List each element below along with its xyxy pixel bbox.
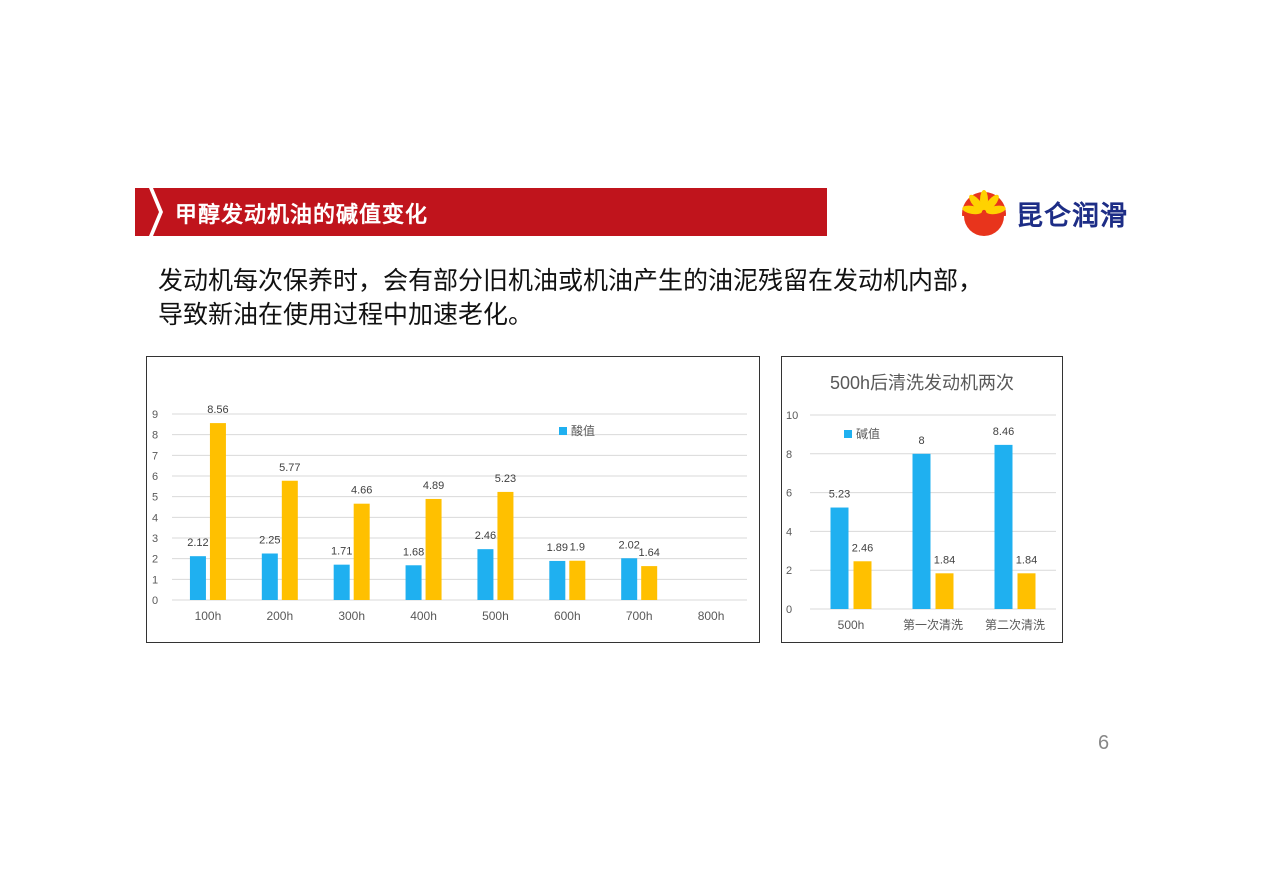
banner-chevron-icon [135, 188, 163, 236]
x-tick-label: 200h [266, 609, 293, 623]
data-label: 4.66 [351, 485, 372, 497]
title-banner: 甲醇发动机油的碱值变化 [135, 188, 827, 236]
bar-blue [405, 565, 422, 600]
data-label: 2.02 [618, 539, 639, 551]
bar-yellow [853, 561, 872, 609]
bar-yellow [425, 498, 442, 600]
x-tick-label: 400h [410, 609, 437, 623]
y-tick-label: 3 [152, 533, 158, 545]
description: 发动机每次保养时，会有部分旧机油或机油产生的油泥残留在发动机内部， 导致新油在使… [158, 264, 1118, 332]
data-label: 1.89 [547, 542, 568, 554]
bar-blue [477, 549, 494, 600]
y-tick-label: 9 [152, 409, 158, 421]
petrochina-emblem-icon [960, 190, 1008, 238]
legend-label: 碱值 [856, 426, 880, 441]
y-tick-label: 7 [152, 450, 158, 462]
page-number: 6 [1098, 732, 1110, 754]
bar-yellow [641, 566, 658, 600]
data-label: 1.84 [934, 554, 955, 566]
x-tick-label: 800h [698, 609, 725, 623]
y-tick-label: 2 [152, 554, 158, 566]
bar-blue [333, 564, 350, 600]
acid-value-chart-svg: 0 1 2 3 4 5 6 7 8 9 100h 2.12 8.56 200h 2.25 5.77 300h 1.… [152, 404, 747, 623]
data-label: 2.25 [259, 535, 280, 547]
kunlun-logo: 昆仑润滑 [958, 186, 1158, 238]
logo-text: 昆仑润滑 [1016, 201, 1128, 232]
bar-blue [830, 507, 849, 609]
data-label: 8.56 [207, 404, 228, 416]
data-label: 5.77 [279, 462, 300, 474]
y-tick-label: 0 [786, 604, 792, 616]
bar-yellow [935, 573, 954, 609]
page-title: 甲醇发动机油的碱值变化 [175, 203, 429, 228]
x-tick-label: 300h [338, 609, 365, 623]
bar-yellow [209, 423, 226, 600]
bar-yellow [353, 503, 370, 600]
x-tick-label: 600h [554, 609, 581, 623]
base-value-cleaning-chart-svg: 500h后清洗发动机两次 0 2 4 6 8 10 500h 5.23 2.46 第一次清洗 8 1.8… [786, 373, 1056, 632]
bar-blue [912, 453, 931, 609]
data-label: 5.23 [829, 489, 850, 501]
chart-title: 500h后清洗发动机两次 [830, 373, 1014, 393]
y-tick-label: 4 [786, 526, 792, 538]
x-tick-label: 500h [838, 618, 865, 632]
x-tick-label: 500h [482, 609, 509, 623]
bar-blue [621, 558, 638, 600]
bar-yellow [569, 560, 586, 600]
bar-yellow [497, 491, 514, 600]
x-tick-label: 100h [195, 609, 222, 623]
data-label: 2.12 [187, 537, 208, 549]
y-tick-label: 2 [786, 565, 792, 577]
data-label: 8.46 [993, 426, 1014, 438]
data-label: 1.64 [638, 547, 659, 559]
description-line-2: 导致新油在使用过程中加速老化。 [158, 300, 534, 329]
y-tick-label: 6 [786, 488, 792, 500]
data-label: 4.89 [423, 480, 444, 492]
description-line-1: 发动机每次保养时，会有部分旧机油或机油产生的油泥残留在发动机内部， [158, 266, 984, 295]
data-label: 2.46 [475, 530, 496, 542]
y-tick-label: 6 [152, 471, 158, 483]
data-label: 1.84 [1016, 554, 1037, 566]
y-tick-label: 5 [152, 492, 158, 504]
legend-swatch [844, 430, 852, 438]
y-tick-label: 8 [786, 449, 792, 461]
data-label: 5.23 [495, 473, 516, 485]
x-tick-label: 700h [626, 609, 653, 623]
y-tick-label: 0 [152, 595, 158, 607]
bar-yellow [1017, 573, 1036, 609]
bar-yellow [281, 480, 298, 600]
y-tick-label: 10 [786, 410, 798, 422]
legend-label: 酸值 [571, 423, 595, 438]
bar-blue [261, 553, 278, 600]
bar-blue [189, 556, 206, 600]
base-value-cleaning-chart: 500h后清洗发动机两次 0 2 4 6 8 10 500h 5.23 2.46 第一次清洗 8 1.8… [781, 356, 1063, 643]
data-label: 1.9 [570, 542, 585, 554]
x-tick-label: 第一次清洗 [903, 618, 963, 632]
data-label: 2.46 [852, 542, 873, 554]
x-tick-label: 第二次清洗 [985, 618, 1045, 632]
data-label: 1.68 [403, 546, 424, 558]
data-label: 8 [918, 435, 924, 447]
legend-swatch [559, 427, 567, 435]
y-tick-label: 1 [152, 574, 158, 586]
acid-value-chart: 0 1 2 3 4 5 6 7 8 9 100h 2.12 8.56 200h 2.25 5.77 300h 1.… [146, 356, 760, 643]
bar-blue [994, 444, 1013, 609]
y-tick-label: 4 [152, 512, 158, 524]
bar-blue [549, 560, 566, 600]
y-tick-label: 8 [152, 430, 158, 442]
data-label: 1.71 [331, 546, 352, 558]
